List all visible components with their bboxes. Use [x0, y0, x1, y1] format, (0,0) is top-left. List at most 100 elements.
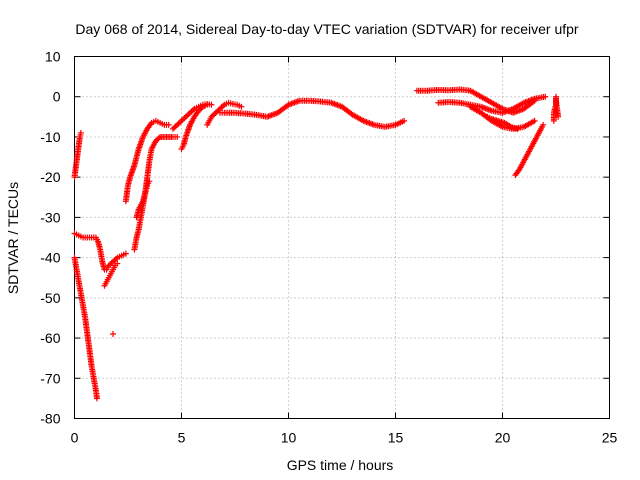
data-marker — [282, 103, 289, 110]
axis-ticks — [74, 56, 610, 419]
data-marker — [108, 268, 115, 275]
data-marker — [90, 234, 97, 241]
data-marker — [530, 96, 537, 103]
data-marker — [99, 256, 106, 263]
data-marker — [500, 119, 507, 126]
data-marker — [182, 135, 189, 142]
data-marker — [465, 87, 472, 94]
data-marker — [79, 301, 86, 308]
data-marker — [190, 115, 197, 122]
data-marker — [172, 133, 179, 140]
data-marker — [181, 115, 188, 122]
y-tick-label: 0 — [53, 89, 61, 105]
data-marker — [108, 259, 115, 266]
chart-title: Day 068 of 2014, Sidereal Day-to-day VTE… — [75, 21, 579, 37]
data-marker — [476, 92, 483, 99]
data-marker — [493, 117, 500, 124]
data-marker — [347, 109, 354, 116]
data-marker — [524, 151, 531, 158]
data-marker — [508, 106, 515, 113]
data-marker — [102, 280, 109, 287]
data-marker — [143, 183, 150, 190]
plot-frame — [74, 56, 610, 419]
data-marker — [76, 135, 83, 142]
data-marker — [554, 112, 561, 119]
data-marker — [219, 103, 226, 110]
data-marker — [537, 127, 544, 134]
data-marker — [106, 272, 113, 279]
x-tick-label: 25 — [602, 430, 618, 446]
data-marker — [512, 125, 519, 132]
data-marker — [519, 124, 526, 131]
data-marker — [104, 276, 111, 283]
data-marker — [202, 102, 209, 109]
data-marker — [143, 127, 150, 134]
data-marker — [532, 135, 539, 142]
data-marker — [120, 251, 127, 258]
data-marker — [135, 228, 142, 235]
y-axis-label: SDTVAR / TECUs — [5, 182, 21, 294]
y-tick-label: -60 — [40, 330, 60, 346]
data-marker — [155, 135, 162, 142]
data-marker — [520, 159, 527, 166]
data-marker — [390, 122, 397, 129]
data-marker — [358, 116, 365, 123]
data-marker — [137, 216, 144, 223]
data-marker — [135, 207, 142, 214]
data-points — [71, 86, 562, 402]
data-marker — [126, 175, 133, 182]
data-marker — [515, 167, 522, 174]
data-marker — [77, 233, 84, 240]
data-marker — [111, 264, 118, 271]
data-marker — [232, 101, 238, 108]
data-marker — [487, 98, 494, 105]
data-marker — [189, 107, 196, 114]
data-marker — [207, 115, 214, 122]
x-tick-label: 10 — [281, 430, 297, 446]
data-marker — [519, 100, 526, 107]
data-marker — [73, 231, 80, 238]
x-tick-label: 20 — [495, 430, 511, 446]
data-marker — [506, 122, 513, 129]
x-axis-label: GPS time / hours — [287, 457, 394, 473]
x-tick-label: 15 — [388, 430, 404, 446]
data-marker — [530, 118, 537, 125]
data-marker — [133, 236, 140, 243]
data-point — [114, 260, 121, 267]
data-marker — [75, 277, 82, 284]
x-tick-label: 5 — [178, 430, 186, 446]
data-marker — [487, 107, 494, 114]
data-marker — [186, 123, 193, 130]
data-marker — [154, 118, 161, 125]
data-marker — [399, 118, 406, 125]
y-tick-label: -40 — [40, 250, 60, 266]
data-marker — [326, 99, 333, 106]
data-marker — [539, 123, 546, 130]
data-marker — [236, 102, 243, 109]
data-marker — [528, 143, 535, 150]
x-tick-labels: 0 5 10 15 20 25 — [71, 430, 618, 446]
data-marker — [540, 94, 547, 101]
data-marker — [124, 183, 131, 190]
data-marker — [139, 199, 146, 206]
data-marker — [116, 253, 123, 260]
data-marker — [135, 147, 142, 154]
data-marker — [112, 255, 119, 262]
data-marker — [73, 264, 80, 271]
y-tick-label: -70 — [40, 370, 60, 386]
y-tick-label: -50 — [40, 290, 60, 306]
data-marker — [486, 114, 493, 121]
y-tick-label: -10 — [40, 129, 60, 145]
grid — [74, 56, 610, 419]
data-marker — [148, 147, 155, 154]
data-marker — [77, 289, 84, 296]
data-marker — [130, 163, 137, 170]
data-marker — [93, 236, 100, 243]
data-marker — [159, 120, 166, 127]
data-marker — [163, 121, 170, 128]
data-marker — [198, 105, 205, 112]
data-marker — [139, 135, 146, 142]
data-marker — [90, 373, 97, 380]
y-tick-label: -30 — [40, 209, 60, 225]
